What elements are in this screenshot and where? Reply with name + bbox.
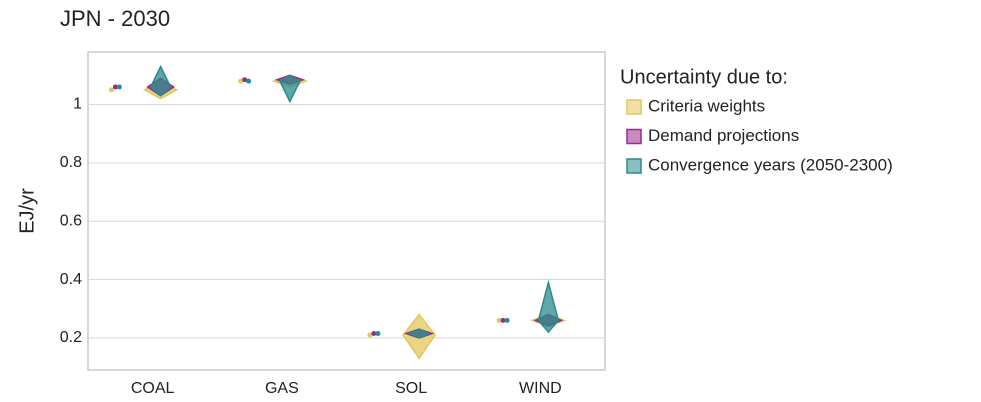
legend-swatch — [626, 158, 642, 174]
legend-swatch — [626, 99, 642, 115]
strip-point — [112, 84, 118, 90]
y-tick-label: 0.4 — [60, 271, 82, 288]
strip-point — [500, 317, 506, 323]
x-tick-label: GAS — [265, 380, 299, 397]
x-tick-label: COAL — [131, 380, 175, 397]
legend-label: Criteria weights — [648, 96, 765, 115]
strip-point — [108, 87, 114, 93]
strip-point — [238, 78, 244, 84]
violin — [149, 64, 172, 97]
legend-label: Demand projections — [648, 126, 799, 145]
strip-point — [367, 332, 373, 338]
violin — [407, 328, 431, 339]
legend-label: Convergence years (2050-2300) — [648, 155, 893, 174]
strip-point — [246, 78, 252, 84]
strip-point — [375, 331, 381, 337]
chart-title: JPN - 2030 — [60, 6, 170, 31]
x-tick-label: WIND — [519, 380, 562, 397]
x-tick-label: SOL — [395, 380, 427, 397]
y-tick-label: 0.2 — [60, 329, 82, 346]
strip-point — [504, 317, 510, 323]
strip-point — [242, 77, 248, 83]
y-tick-label: 0.8 — [60, 154, 82, 171]
strip-point — [496, 317, 502, 323]
y-axis-label: EJ/yr — [16, 188, 38, 234]
strip-point — [116, 84, 122, 90]
legend-title: Uncertainty due to: — [620, 66, 788, 88]
legend-swatch — [626, 128, 642, 145]
strip-point — [371, 331, 377, 337]
y-tick-label: 1 — [73, 96, 82, 113]
violin — [278, 74, 301, 104]
violin — [537, 279, 560, 334]
y-tick-label: 0.6 — [60, 212, 82, 229]
plot-frame — [87, 51, 606, 371]
